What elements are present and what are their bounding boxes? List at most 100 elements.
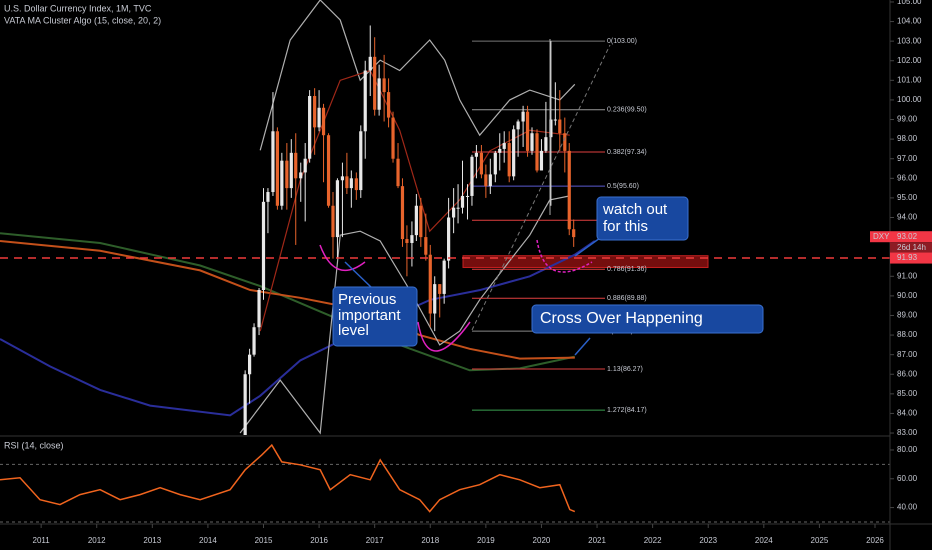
arrow (574, 237, 601, 257)
fib-label: 0.382(97.34) (607, 149, 647, 156)
candle-body (391, 117, 395, 159)
y-tick-label: 96.00 (897, 173, 918, 182)
candle-body (484, 174, 488, 187)
chart-title: U.S. Dollar Currency Index, 1M, TVC (4, 3, 152, 13)
candle-body (530, 133, 534, 151)
fib-label: 0.886(89.88) (607, 295, 647, 302)
y-tick-label: 103.00 (897, 36, 922, 45)
x-tick-label: 2015 (255, 536, 273, 545)
marked-level-label: 91.93 (897, 253, 918, 262)
y-tick-label: 91.00 (897, 271, 918, 280)
indicator-line (0, 240, 596, 417)
annotation-box (531, 304, 764, 334)
candle-body (563, 133, 567, 151)
x-tick-label: 2024 (755, 536, 773, 545)
candle-body (289, 152, 293, 189)
marked-level-badge (890, 252, 932, 264)
indicator-line (239, 195, 570, 435)
candle-body (567, 150, 571, 230)
x-tick-label: 2013 (143, 536, 161, 545)
candle-body (400, 186, 405, 240)
highlight-curve (536, 239, 593, 273)
candle-body (558, 119, 562, 134)
annotation-text: watch out (602, 201, 668, 218)
fib-label: 1.13(86.27) (607, 366, 643, 373)
candle-body (299, 172, 303, 179)
candle-body (428, 254, 432, 314)
candle-body (405, 239, 409, 243)
rsi-line (0, 443, 576, 513)
candle-body (438, 284, 442, 294)
fib-label: 0.5(95.60) (607, 183, 639, 190)
candle-body (512, 129, 516, 177)
y-tick-label: 86.00 (897, 369, 918, 378)
fib-label: 0.236(99.50) (607, 107, 647, 114)
symbol-badge (870, 231, 932, 243)
x-tick-label: 2017 (366, 536, 384, 545)
candle-body (303, 158, 307, 173)
y-tick-label: 40.00 (897, 503, 918, 512)
candle-body (252, 327, 256, 355)
y-tick-label: 95.00 (897, 193, 918, 202)
rsi-pane (0, 443, 890, 523)
y-tick-label: 85.00 (897, 389, 918, 398)
candle-body (479, 152, 484, 175)
candle-body (317, 107, 321, 128)
trend-line (471, 44, 611, 331)
annotation-text: for this (603, 218, 648, 235)
candle-body (359, 131, 363, 191)
price-pane: 0(103.00) 0.236(99.50) 0.382(97.34) 0.5(95.… (0, 0, 890, 435)
x-tick-label: 2026 (866, 536, 884, 545)
candle-body (549, 119, 553, 138)
x-tick-label: 2012 (88, 536, 106, 545)
candle-body (539, 150, 544, 171)
y-tick-label: 94.00 (897, 213, 918, 222)
candle-body (456, 207, 460, 209)
y-tick-label: 101.00 (897, 75, 922, 84)
candle-body (382, 78, 386, 93)
y-tick-label: 83.00 (897, 428, 918, 437)
highlight-curve (417, 321, 471, 352)
candle-body (452, 207, 456, 218)
x-tick-label: 2023 (699, 536, 717, 545)
candle-body (447, 217, 451, 261)
indicator-line (259, 69, 570, 332)
candle-body (470, 156, 474, 196)
candle-body (419, 205, 423, 238)
annotation-box (332, 286, 418, 347)
countdown-label: 26d 14h (897, 243, 926, 252)
candle-body (326, 135, 331, 206)
y-tick-label: 104.00 (897, 17, 922, 26)
fib-label: 0.786(91.36) (607, 266, 647, 273)
x-tick-label: 2021 (588, 536, 606, 545)
annotation-box (596, 196, 689, 241)
candle-body (285, 160, 289, 189)
x-tick-label: 2022 (644, 536, 662, 545)
candle-body (335, 180, 340, 238)
candle-body (553, 119, 557, 121)
y-tick-label: 100.00 (897, 95, 922, 104)
candle-body (525, 111, 530, 151)
x-tick-label: 2011 (33, 536, 51, 545)
candle-body (340, 176, 345, 181)
candle-body (498, 148, 502, 153)
candle-body (377, 78, 381, 110)
candle-body (331, 205, 335, 238)
candle-body (502, 143, 506, 149)
candle-body (368, 56, 372, 71)
candle-body (321, 107, 326, 136)
x-tick-label: 2014 (199, 536, 217, 545)
arrow (574, 337, 591, 356)
annotation-text: level (338, 322, 369, 339)
candle-body (544, 137, 548, 151)
candle-body (424, 237, 428, 255)
candle-body (488, 174, 492, 187)
candle-body (493, 152, 497, 175)
countdown-badge (890, 242, 932, 254)
x-tick-label: 2020 (533, 536, 551, 545)
candle-body (354, 178, 358, 191)
candle-body (465, 195, 470, 197)
candle-body (396, 158, 400, 187)
x-tick-label: 2019 (477, 536, 495, 545)
